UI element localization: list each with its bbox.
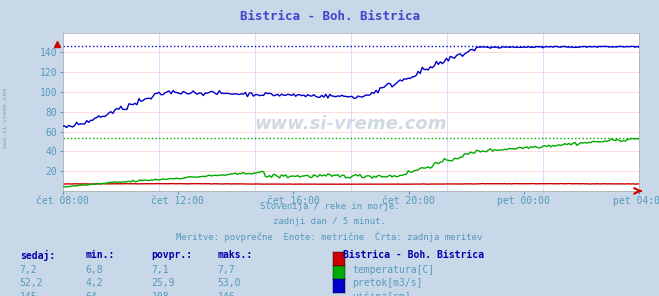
Text: min.:: min.: — [86, 250, 115, 260]
Text: povpr.:: povpr.: — [152, 250, 192, 260]
Text: 7,1: 7,1 — [152, 265, 169, 275]
Text: pretok[m3/s]: pretok[m3/s] — [353, 278, 423, 288]
Text: Bistrica - Boh. Bistrica: Bistrica - Boh. Bistrica — [239, 10, 420, 23]
Text: zadnji dan / 5 minut.: zadnji dan / 5 minut. — [273, 217, 386, 226]
Text: 64: 64 — [86, 292, 98, 296]
Text: 52,2: 52,2 — [20, 278, 43, 288]
Text: 6,8: 6,8 — [86, 265, 103, 275]
Text: Bistrica - Boh. Bistrica: Bistrica - Boh. Bistrica — [343, 250, 484, 260]
Text: 4,2: 4,2 — [86, 278, 103, 288]
Text: Slovenija / reke in morje.: Slovenija / reke in morje. — [260, 202, 399, 211]
Text: 108: 108 — [152, 292, 169, 296]
Text: 146: 146 — [217, 292, 235, 296]
Text: 25,9: 25,9 — [152, 278, 175, 288]
Text: www.si-vreme.com: www.si-vreme.com — [3, 89, 8, 148]
Text: Meritve: povprečne  Enote: metrične  Črta: zadnja meritev: Meritve: povprečne Enote: metrične Črta:… — [177, 231, 482, 242]
Text: 7,7: 7,7 — [217, 265, 235, 275]
Text: 7,2: 7,2 — [20, 265, 38, 275]
Text: www.si-vreme.com: www.si-vreme.com — [254, 115, 447, 133]
Text: 53,0: 53,0 — [217, 278, 241, 288]
Text: višina[cm]: višina[cm] — [353, 292, 411, 296]
Text: temperatura[C]: temperatura[C] — [353, 265, 435, 275]
Text: maks.:: maks.: — [217, 250, 252, 260]
Text: 145: 145 — [20, 292, 38, 296]
Text: sedaj:: sedaj: — [20, 250, 55, 261]
